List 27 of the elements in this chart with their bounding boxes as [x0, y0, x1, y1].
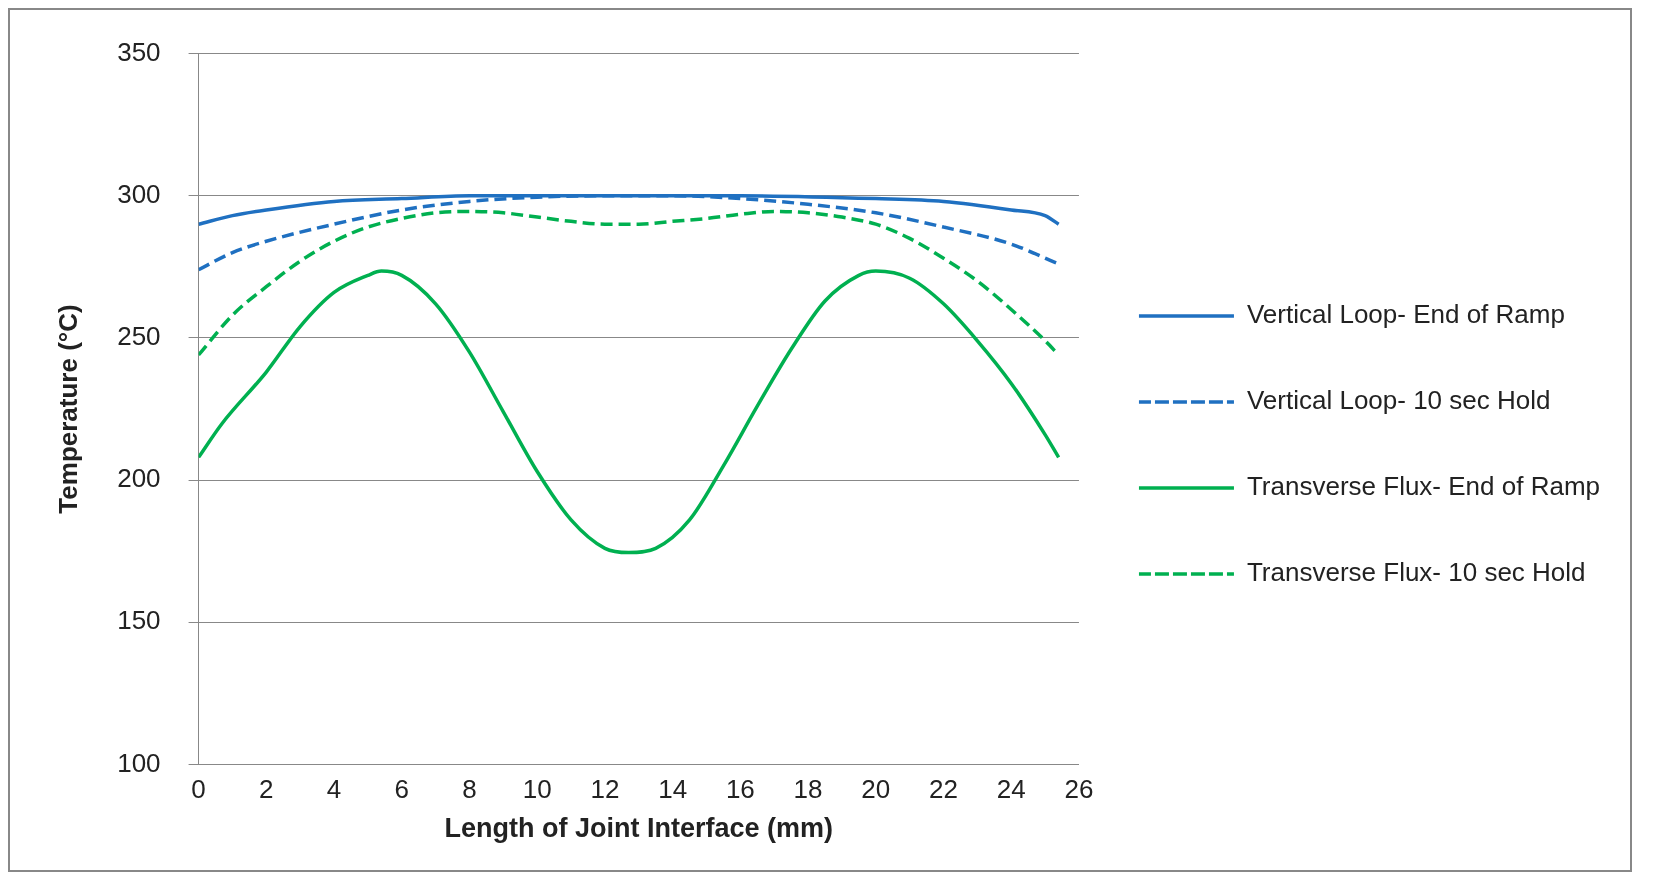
- y-tick-label: 300: [117, 178, 161, 209]
- x-tick-label: 20: [861, 774, 891, 805]
- y-tick-label: 350: [117, 36, 161, 67]
- x-tick-label: 24: [996, 774, 1026, 805]
- x-tick-label: 6: [394, 774, 409, 805]
- legend-label: Vertical Loop- End of Ramp: [1246, 299, 1565, 330]
- legend-label: Transverse Flux- End of Ramp: [1246, 471, 1600, 502]
- legend-label: Vertical Loop- 10 sec Hold: [1246, 385, 1551, 416]
- x-tick-label: 14: [658, 774, 688, 805]
- x-tick-label: 12: [590, 774, 620, 805]
- y-axis-title: Temperature (°C): [52, 304, 83, 514]
- x-tick-label: 2: [259, 774, 274, 805]
- x-tick-label: 26: [1064, 774, 1094, 805]
- x-tick-label: 22: [929, 774, 958, 805]
- legend-label: Transverse Flux- 10 sec Hold: [1246, 557, 1586, 588]
- x-tick-label: 4: [326, 774, 342, 805]
- y-tick-label: 250: [117, 321, 161, 352]
- x-tick-label: 0: [191, 774, 206, 805]
- x-tick-label: 8: [462, 774, 477, 805]
- x-tick-label: 18: [793, 774, 823, 805]
- y-tick-label: 100: [117, 747, 161, 778]
- y-tick-label: 150: [117, 605, 161, 636]
- line-series: [198, 269, 1061, 555]
- x-tick-label: 16: [725, 774, 755, 805]
- x-tick-label: 10: [522, 774, 552, 805]
- y-tick-label: 200: [117, 463, 161, 494]
- x-axis-title: Length of Joint Interface (mm): [444, 813, 834, 844]
